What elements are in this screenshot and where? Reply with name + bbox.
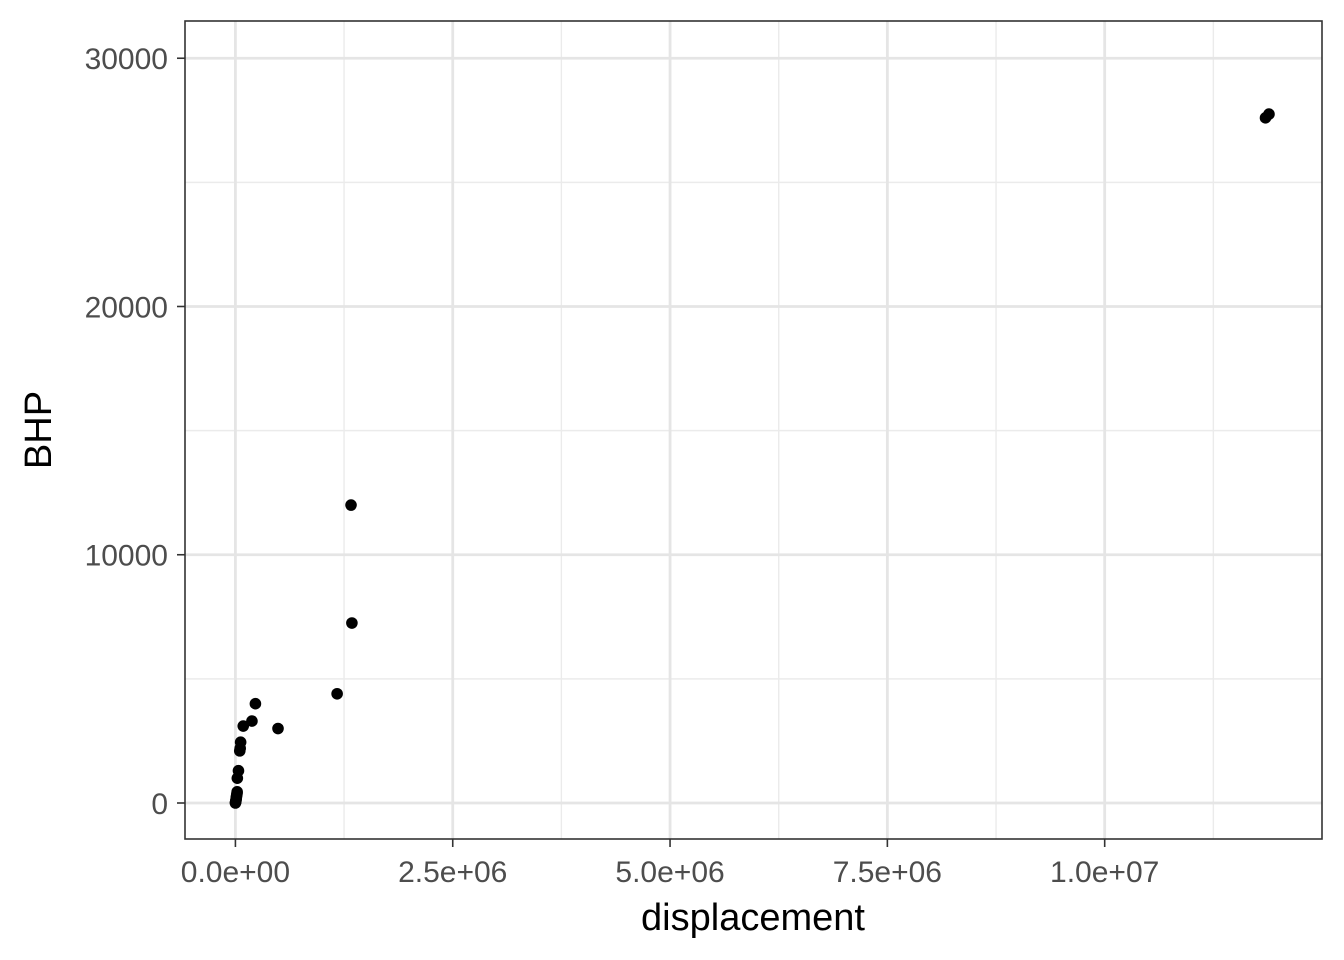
plot-border (184, 20, 1323, 840)
y-tick-label: 30000 (85, 43, 168, 76)
y-tick-label: 10000 (85, 540, 168, 573)
x-axis: 0.0e+00 2.5e+06 5.0e+06 7.5e+06 1.0e+07 (181, 839, 1159, 889)
x-tick-label: 2.5e+06 (398, 856, 507, 889)
data-point (331, 687, 343, 700)
data-point (346, 617, 358, 629)
y-tick-label: 0 (151, 788, 168, 821)
y-axis: 0 10000 20000 30000 (85, 43, 185, 821)
data-points (229, 108, 1275, 809)
x-tick-label: 5.0e+06 (615, 856, 724, 889)
data-point (345, 499, 357, 511)
minor-gridlines (185, 21, 1322, 839)
data-point (234, 736, 247, 748)
y-axis-title: BHP (18, 391, 60, 469)
x-tick-label: 7.5e+06 (833, 856, 942, 889)
data-point (1263, 108, 1275, 120)
data-point (249, 697, 262, 710)
x-tick-label: 1.0e+07 (1050, 856, 1159, 889)
y-tick-label: 20000 (85, 291, 168, 324)
x-tick-label: 0.0e+00 (181, 856, 290, 889)
data-point (272, 722, 284, 735)
data-point (232, 764, 245, 777)
x-axis-title: displacement (641, 897, 865, 939)
major-gridlines (185, 21, 1322, 839)
data-point (237, 720, 250, 732)
data-point (231, 786, 243, 798)
data-point (246, 715, 258, 727)
